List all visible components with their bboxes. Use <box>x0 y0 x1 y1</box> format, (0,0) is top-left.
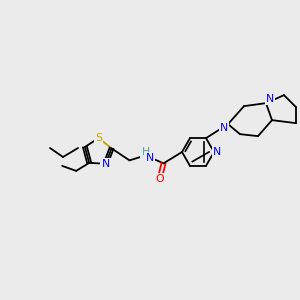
Text: N: N <box>266 94 274 104</box>
Text: N: N <box>213 147 221 157</box>
Text: N: N <box>146 153 154 164</box>
Text: N: N <box>101 159 110 169</box>
Text: N: N <box>220 123 228 133</box>
Text: S: S <box>95 133 102 143</box>
Text: O: O <box>155 174 164 184</box>
Text: H: H <box>141 147 150 158</box>
